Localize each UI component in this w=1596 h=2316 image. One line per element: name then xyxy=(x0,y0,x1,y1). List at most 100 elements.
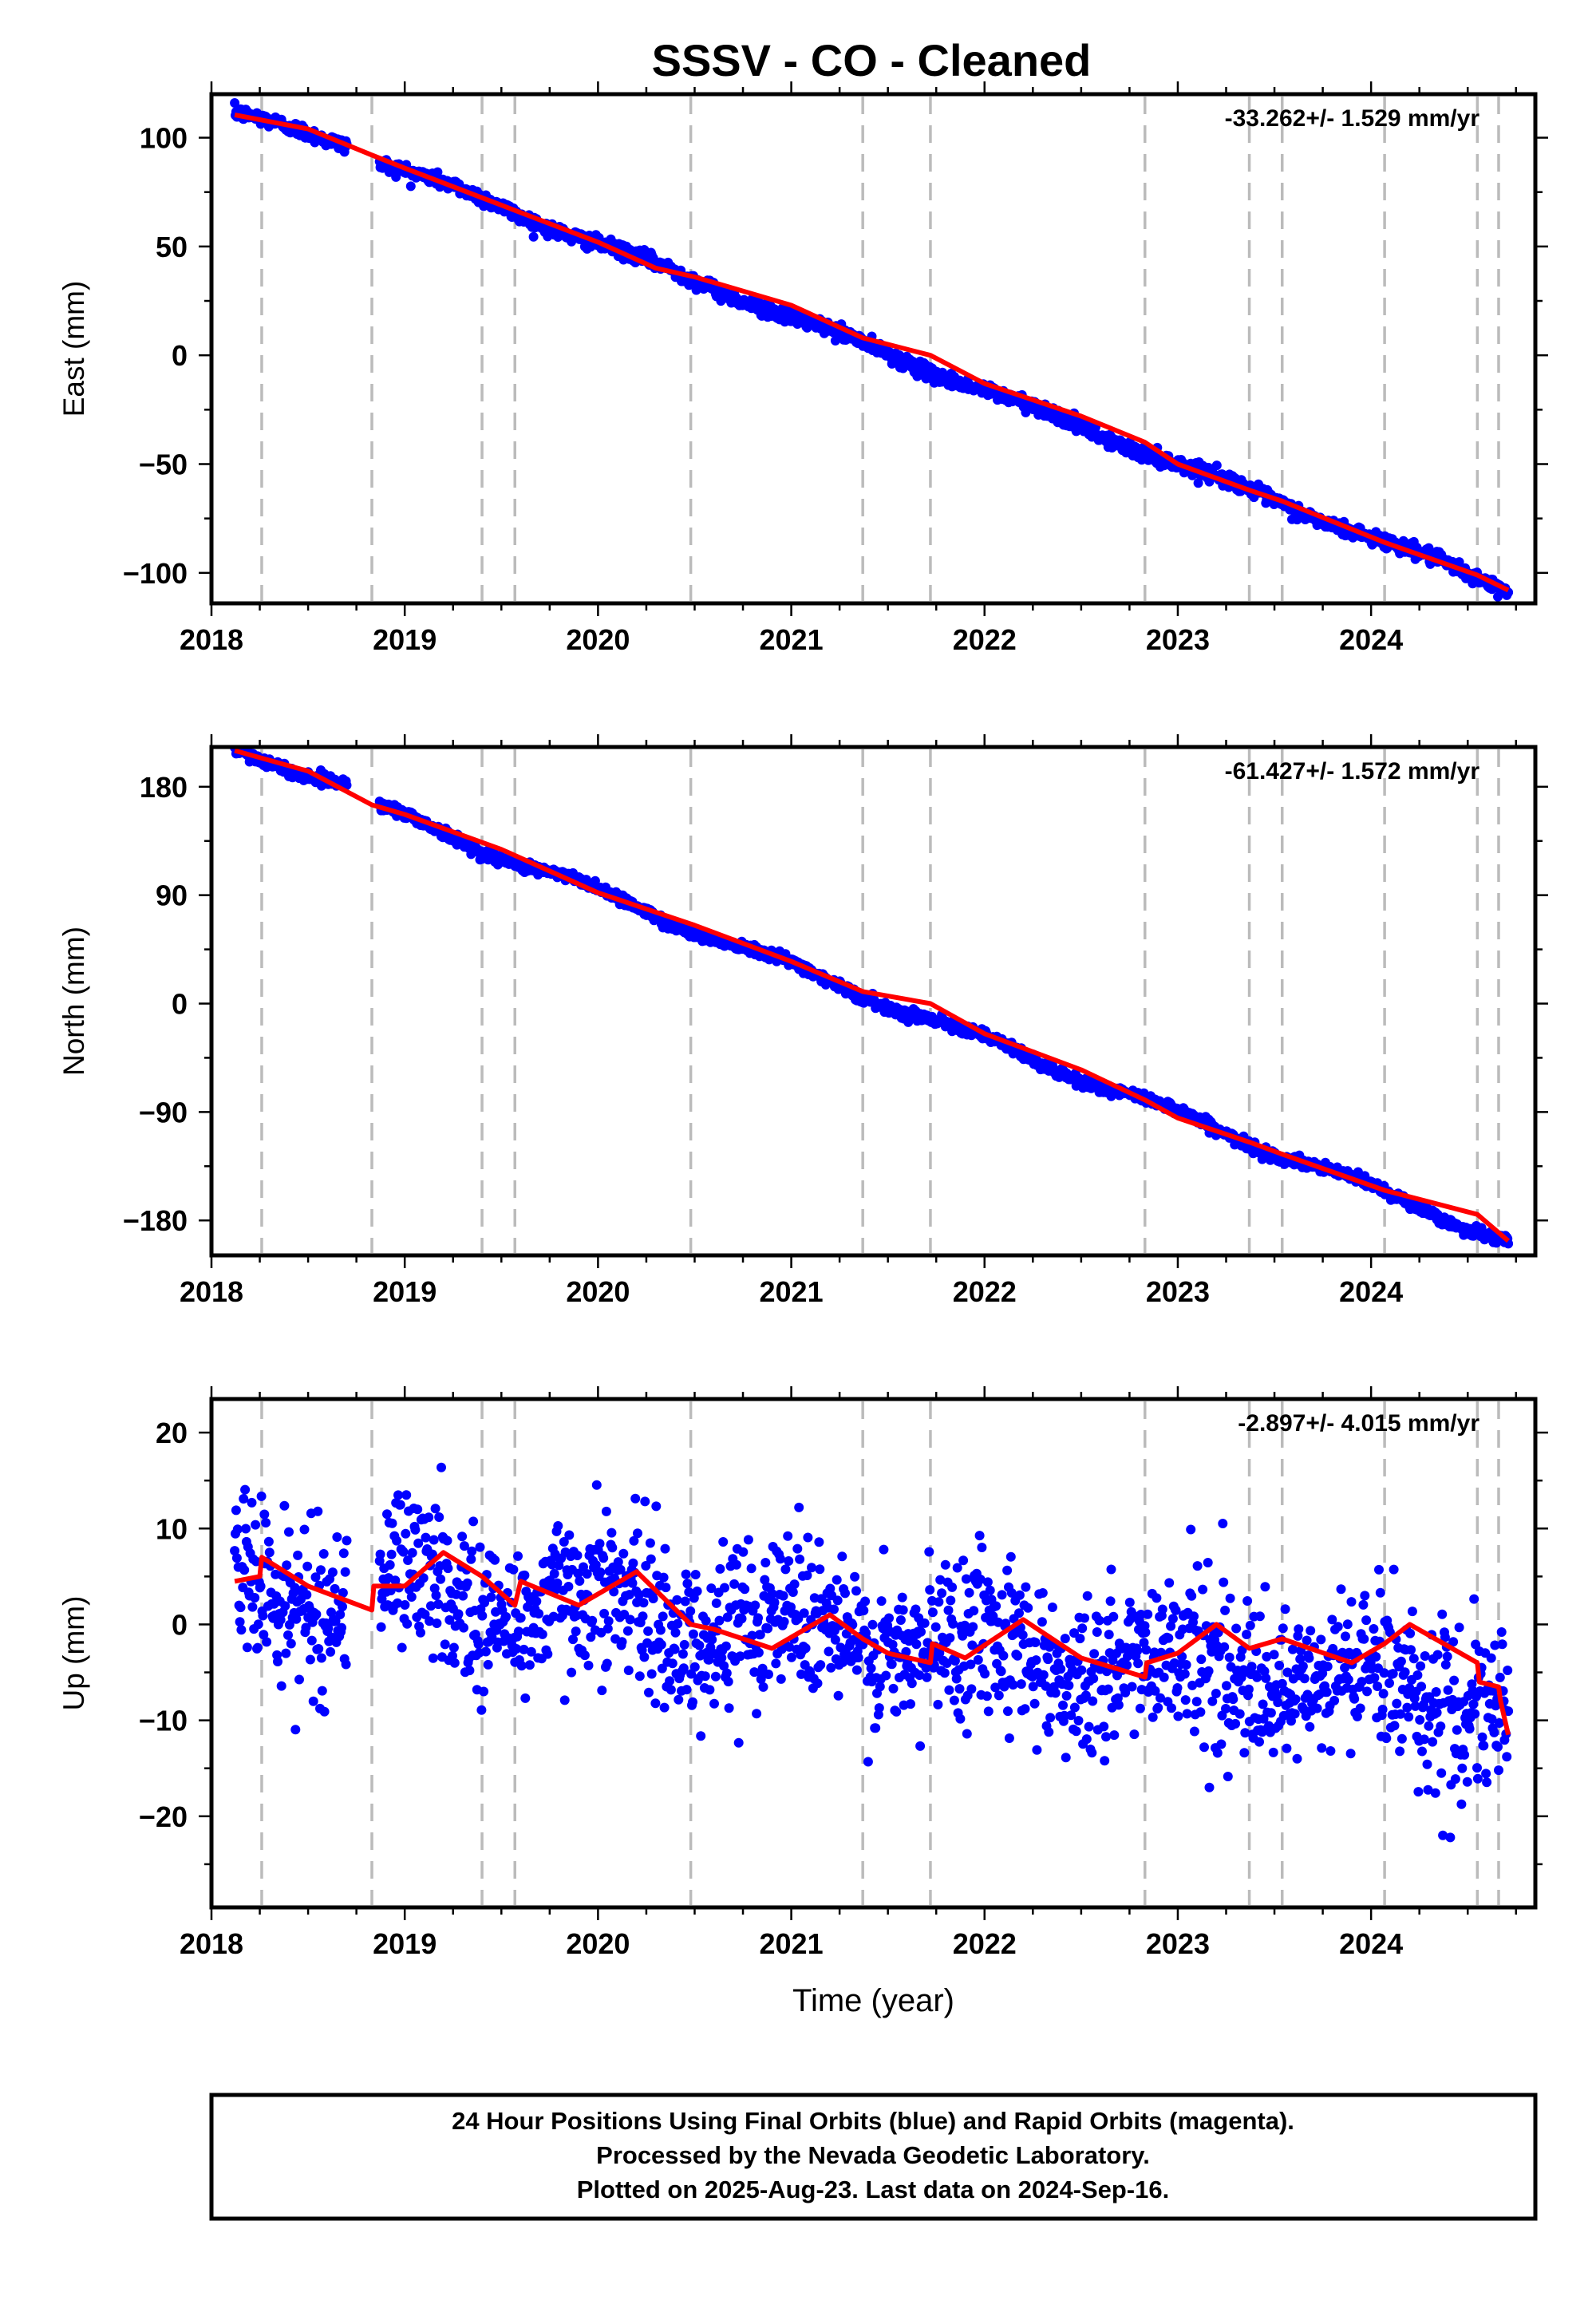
data-point xyxy=(678,1649,688,1659)
data-point xyxy=(253,1619,263,1630)
data-point xyxy=(1416,1682,1427,1692)
x-tick-label-2021: 2021 xyxy=(760,623,824,656)
data-point xyxy=(1187,1591,1197,1601)
data-point xyxy=(305,1654,315,1665)
panel-3: 2018 2019 2020 2021 2022 2023 2024−20−1001020U… xyxy=(57,1386,1548,2018)
data-point xyxy=(682,1579,693,1589)
data-point xyxy=(719,1661,729,1671)
data-point xyxy=(1282,1667,1293,1678)
x-tick-label-2020: 2020 xyxy=(566,623,630,656)
data-point xyxy=(281,1648,291,1658)
data-point xyxy=(286,1638,296,1649)
data-point xyxy=(711,1598,721,1608)
data-point xyxy=(746,1563,757,1574)
data-point xyxy=(1343,1674,1353,1685)
data-point xyxy=(259,1630,269,1640)
data-point xyxy=(879,1544,889,1555)
data-point xyxy=(1189,1611,1199,1622)
data-point xyxy=(952,1563,962,1573)
data-point xyxy=(1060,1634,1070,1644)
data-point xyxy=(1167,1703,1176,1713)
data-point xyxy=(733,1737,744,1748)
data-point xyxy=(1235,1709,1245,1719)
data-point xyxy=(375,1549,385,1559)
data-point xyxy=(657,1663,667,1674)
data-point xyxy=(1166,1621,1176,1631)
data-point xyxy=(1152,1593,1162,1603)
data-point xyxy=(338,1548,349,1559)
data-point xyxy=(232,1524,243,1535)
data-point xyxy=(760,1558,771,1567)
data-point xyxy=(403,1555,413,1565)
data-point xyxy=(915,1670,925,1680)
data-point xyxy=(1058,1700,1068,1710)
data-point xyxy=(1124,1597,1135,1607)
data-point xyxy=(1406,1645,1416,1655)
data-point xyxy=(701,1615,711,1626)
data-point xyxy=(722,1612,733,1622)
data-point xyxy=(1071,1726,1081,1737)
data-point xyxy=(1312,1703,1322,1713)
data-point xyxy=(895,1615,906,1625)
data-point xyxy=(418,1573,429,1583)
data-point xyxy=(706,1583,717,1594)
data-point xyxy=(650,1698,661,1709)
data-point xyxy=(582,1569,592,1579)
y-tick-label: −90 xyxy=(139,1096,188,1128)
data-point xyxy=(255,1581,266,1591)
data-point xyxy=(601,1506,611,1516)
data-point xyxy=(1355,1703,1365,1713)
data-point xyxy=(294,1674,304,1685)
data-point xyxy=(851,1586,861,1596)
data-point xyxy=(721,1668,732,1678)
data-point xyxy=(392,1535,402,1546)
data-point xyxy=(1223,1772,1233,1781)
data-point xyxy=(866,1663,876,1674)
data-point xyxy=(1242,1596,1253,1606)
data-point xyxy=(1377,1705,1388,1714)
data-point xyxy=(800,1643,811,1654)
data-point xyxy=(915,1741,926,1751)
data-point xyxy=(958,1630,968,1641)
data-point xyxy=(302,1561,313,1571)
data-point xyxy=(1389,1564,1399,1575)
data-point xyxy=(692,1586,702,1596)
data-point xyxy=(830,1634,840,1645)
data-point xyxy=(658,1572,669,1583)
data-point xyxy=(1333,1622,1343,1632)
data-point xyxy=(571,1626,581,1637)
data-point xyxy=(432,1618,442,1628)
data-point xyxy=(508,1564,519,1575)
data-point xyxy=(323,1623,334,1634)
data-point xyxy=(792,1543,803,1554)
data-point xyxy=(603,1616,614,1626)
data-point xyxy=(623,1666,634,1675)
data-point xyxy=(891,1706,902,1717)
data-point xyxy=(907,1678,917,1689)
data-point xyxy=(826,1662,836,1673)
y-tick-label: 100 xyxy=(140,122,188,155)
data-point xyxy=(1402,1702,1412,1713)
x-tick-label-2024: 2024 xyxy=(1339,1275,1403,1308)
data-point xyxy=(660,1543,670,1554)
data-point xyxy=(670,1627,681,1638)
data-point xyxy=(1037,1588,1048,1598)
data-point xyxy=(1424,1721,1434,1731)
data-point xyxy=(559,1695,570,1705)
data-point xyxy=(629,1535,639,1546)
data-point xyxy=(1195,1707,1206,1717)
data-point xyxy=(1417,1746,1427,1757)
data-point xyxy=(950,1656,960,1666)
data-point xyxy=(924,1547,934,1557)
data-point xyxy=(1304,1653,1314,1663)
data-point xyxy=(940,1559,950,1570)
data-point xyxy=(997,1590,1007,1600)
data-point xyxy=(1179,1669,1190,1679)
data-point xyxy=(1358,1599,1369,1610)
data-point xyxy=(1031,1655,1041,1666)
data-point xyxy=(332,1532,342,1542)
data-point xyxy=(1080,1613,1089,1623)
data-point xyxy=(599,1608,610,1618)
data-point xyxy=(1282,1743,1292,1753)
data-point xyxy=(1149,1647,1159,1658)
